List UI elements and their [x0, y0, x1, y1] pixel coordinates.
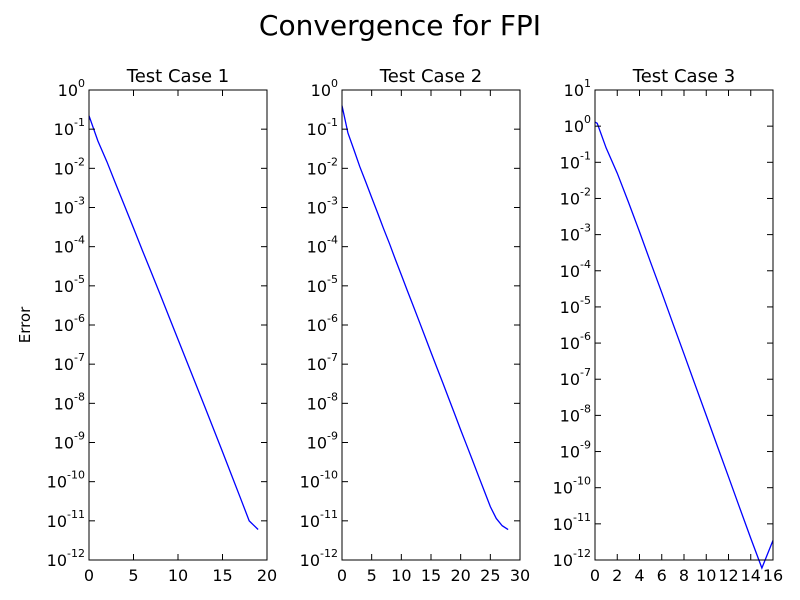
- axes-frame: [88, 89, 268, 561]
- y-tick-label: 10-9: [54, 430, 85, 453]
- x-tick-label: 0: [84, 566, 94, 585]
- y-tick-label: 10-3: [54, 195, 85, 218]
- x-tick-label: 6: [657, 566, 667, 585]
- y-tick-label: 10-1: [560, 149, 591, 172]
- x-tick-label: 8: [679, 566, 689, 585]
- axes-frame: [594, 89, 774, 561]
- y-tick-label: 10-9: [560, 439, 591, 462]
- x-tick-label: 15: [421, 566, 441, 585]
- x-tick-label: 5: [367, 566, 377, 585]
- y-tick-label: 10-8: [307, 390, 338, 413]
- x-tick-label: 0: [590, 566, 600, 585]
- y-tick-label: 10-10: [300, 469, 338, 492]
- y-tick-label: 10-4: [560, 258, 591, 281]
- axes-frame: [341, 89, 521, 561]
- y-tick-label: 10-11: [47, 508, 85, 531]
- y-tick-label: 10-9: [307, 430, 338, 453]
- x-tick-label: 20: [450, 566, 470, 585]
- x-tick-label: 14: [741, 566, 761, 585]
- y-tick-label: 10-7: [54, 351, 85, 374]
- y-tick-label: 10-5: [54, 273, 85, 296]
- x-tick-label: 25: [480, 566, 500, 585]
- y-tick-label: 10-8: [54, 390, 85, 413]
- y-tick-label: 10-1: [54, 116, 85, 139]
- y-tick-label: 100: [564, 113, 591, 136]
- x-tick-label: 10: [168, 566, 188, 585]
- y-tick-label: 10-4: [307, 234, 338, 257]
- y-tick-label: 10-1: [307, 116, 338, 139]
- x-tick-label: 0: [337, 566, 347, 585]
- y-axis-label: Error: [16, 306, 34, 343]
- y-tick-label: 10-10: [553, 475, 591, 498]
- y-tick-label: 10-6: [560, 330, 591, 353]
- series-line: [594, 121, 774, 570]
- y-tick-label: 10-2: [54, 155, 85, 178]
- x-tick-label: 15: [212, 566, 232, 585]
- figure-title: Convergence for FPI: [259, 9, 541, 42]
- y-tick-label: 10-2: [560, 185, 591, 208]
- y-tick-label: 10-6: [54, 312, 85, 335]
- x-tick-label: 4: [634, 566, 644, 585]
- x-tick-label: 20: [257, 566, 277, 585]
- series-line: [88, 115, 259, 530]
- subplot-test-case-2: Test Case 2 0 5 10 15 20 25 30 100 10-1 10-2 10-3 1…: [300, 66, 531, 585]
- y-tick-label: 10-7: [307, 351, 338, 374]
- y-tick-label: 10-3: [560, 222, 591, 245]
- y-tick-label: 10-10: [47, 469, 85, 492]
- x-tick-label: 2: [612, 566, 622, 585]
- y-tick-label: 10-12: [47, 547, 85, 570]
- y-tick-label: 10-4: [54, 234, 85, 257]
- subplot-test-case-3: Test Case 3 0 2 4 6 8 10 12 14 16 101 100 10-1 10-2 1…: [553, 66, 784, 585]
- y-tick-label: 100: [311, 77, 338, 100]
- subplot-title: Test Case 2: [379, 66, 482, 87]
- y-tick-label: 10-12: [553, 547, 591, 570]
- y-tick-label: 10-12: [300, 547, 338, 570]
- subplot-title: Test Case 3: [632, 66, 735, 87]
- y-tick-label: 101: [564, 77, 591, 100]
- y-tick-label: 10-6: [307, 312, 338, 335]
- subplot-title: Test Case 1: [126, 66, 229, 87]
- y-tick-label: 10-11: [553, 511, 591, 534]
- series-line: [341, 105, 509, 531]
- y-tick-label: 10-2: [307, 155, 338, 178]
- y-tick-label: 10-3: [307, 195, 338, 218]
- x-tick-label: 5: [128, 566, 138, 585]
- x-tick-label: 16: [763, 566, 783, 585]
- y-tick-label: 10-7: [560, 366, 591, 389]
- y-tick-label: 10-11: [300, 508, 338, 531]
- y-tick-label: 10-5: [560, 294, 591, 317]
- x-tick-label: 10: [391, 566, 411, 585]
- y-tick-label: 10-8: [560, 402, 591, 425]
- x-tick-label: 30: [510, 566, 530, 585]
- x-tick-label: 12: [718, 566, 738, 585]
- y-tick-label: 10-5: [307, 273, 338, 296]
- x-tick-label: 10: [696, 566, 716, 585]
- subplot-test-case-1: Test Case 1 Error 0 5 10 15 20 100 10-1 10-2 10-…: [16, 66, 277, 585]
- y-tick-label: 100: [58, 77, 85, 100]
